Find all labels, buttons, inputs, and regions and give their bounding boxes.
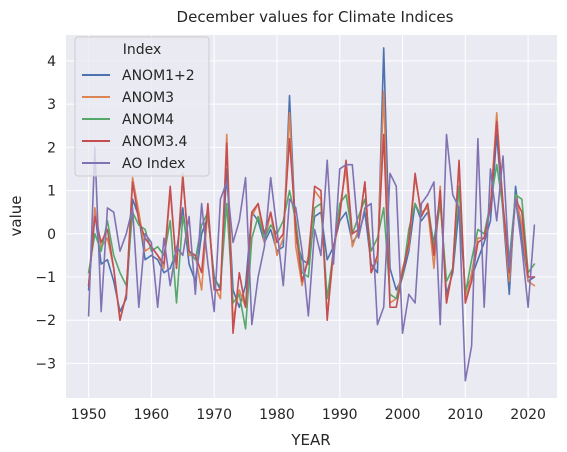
legend-label: ANOM3 xyxy=(122,90,174,106)
x-axis-label: YEAR xyxy=(290,431,330,449)
x-tick-label: 1970 xyxy=(196,407,232,423)
x-tick-label: 1990 xyxy=(322,407,358,423)
x-axis-ticks: 1950 1960 1970 1980 1990 2000 2010 2020 xyxy=(71,407,546,423)
legend-title: Index xyxy=(123,42,162,58)
y-tick-label: −1 xyxy=(35,270,56,286)
y-tick-label: 2 xyxy=(47,140,56,156)
y-tick-label: 4 xyxy=(47,54,56,70)
x-tick-label: 1980 xyxy=(259,407,295,423)
y-tick-label: 0 xyxy=(47,227,56,243)
series-line-ao-index xyxy=(87,133,536,382)
x-tick-label: 1960 xyxy=(134,407,170,423)
series-lines xyxy=(87,47,536,382)
x-tick-label: 2000 xyxy=(385,407,421,423)
legend-label: AO Index xyxy=(122,156,185,172)
x-tick-label: 2020 xyxy=(510,407,546,423)
legend-items: ANOM1+2 ANOM3 ANOM4 ANOM3.4 AO Index xyxy=(82,68,195,172)
legend-label: ANOM3.4 xyxy=(122,134,188,150)
chart-title: December values for Climate Indices xyxy=(177,8,454,26)
legend: Index ANOM1+2 ANOM3 ANOM4 ANOM3.4 AO Index xyxy=(74,36,210,177)
x-tick-label: 1950 xyxy=(71,407,107,423)
legend-label: ANOM1+2 xyxy=(122,68,195,84)
y-axis-ticks: −3 −2 −1 0 1 2 3 4 xyxy=(35,54,56,372)
series-line-anom3-4 xyxy=(87,120,536,334)
y-axis-label: value xyxy=(7,196,25,237)
y-tick-label: −3 xyxy=(35,356,56,372)
x-tick-label: 2010 xyxy=(448,407,484,423)
legend-label: ANOM4 xyxy=(122,112,174,128)
y-tick-label: 3 xyxy=(47,97,56,113)
y-tick-label: 1 xyxy=(47,184,56,200)
y-tick-label: −2 xyxy=(35,313,56,329)
